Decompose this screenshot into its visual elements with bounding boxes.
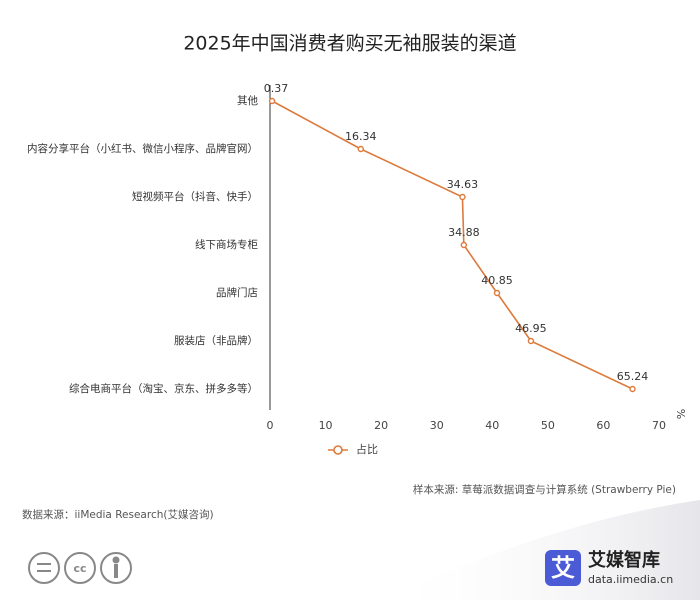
x-axis-label: % bbox=[674, 409, 687, 419]
data-point bbox=[629, 385, 636, 393]
chart-title: 2025年中国消费者购买无袖服装的渠道 bbox=[183, 33, 516, 55]
brand-icon-box bbox=[545, 550, 581, 586]
data-source: 数据来源：iiMedia Research(艾媒咨询) bbox=[22, 508, 214, 521]
data-label: 0.37 bbox=[264, 82, 289, 95]
y-tick-label: 内容分享平台（小红书、微信小程序、品牌官网） bbox=[27, 142, 258, 155]
brand-icon: 艾 bbox=[551, 554, 575, 582]
data-label: 34.88 bbox=[448, 226, 480, 239]
x-tick-label: 70 bbox=[652, 419, 666, 432]
y-tick-label: 短视频平台（抖音、快手） bbox=[132, 190, 258, 203]
data-point bbox=[459, 193, 466, 201]
x-tick-label: 60 bbox=[596, 419, 610, 432]
x-tick-label: 50 bbox=[541, 419, 555, 432]
data-label: 65.24 bbox=[617, 370, 649, 383]
footer-swoosh bbox=[380, 500, 700, 600]
data-label: 46.95 bbox=[515, 322, 547, 335]
data-point bbox=[268, 97, 276, 105]
brand-name: 艾媒智库 bbox=[588, 549, 660, 571]
data-point bbox=[527, 337, 535, 345]
sample-source: 样本来源: 草莓派数据调查与计算系统 (Strawberry Pie) bbox=[413, 483, 676, 496]
data-point bbox=[460, 241, 468, 249]
x-tick-label: 10 bbox=[319, 419, 333, 432]
data-label: 34.63 bbox=[447, 178, 479, 191]
legend-marker bbox=[333, 445, 343, 455]
license-icons: cc bbox=[28, 552, 132, 584]
x-tick-label: 20 bbox=[374, 419, 388, 432]
data-point bbox=[357, 145, 365, 153]
brand-url: data.iimedia.cn bbox=[588, 573, 673, 586]
series-line bbox=[271, 100, 633, 390]
svg-text:cc: cc bbox=[73, 562, 86, 575]
x-tick-label: 40 bbox=[485, 419, 499, 432]
y-tick-label: 综合电商平台（淘宝、京东、拼多多等） bbox=[69, 382, 258, 395]
data-point bbox=[493, 289, 501, 297]
y-tick-label: 品牌门店 bbox=[216, 286, 258, 299]
y-tick-label: 其他 bbox=[237, 94, 258, 107]
data-label: 16.34 bbox=[345, 130, 377, 143]
x-tick-label: 30 bbox=[430, 419, 444, 432]
x-tick-label: 0 bbox=[267, 419, 274, 432]
legend-label: 占比 bbox=[356, 442, 378, 456]
data-label: 40.85 bbox=[481, 274, 513, 287]
y-tick-label: 线下商场专柜 bbox=[195, 238, 258, 251]
y-tick-label: 服装店（非品牌） bbox=[174, 334, 258, 347]
